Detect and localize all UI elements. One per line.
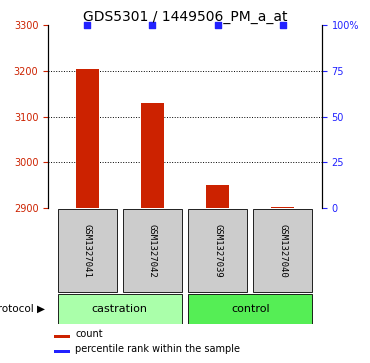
Point [84, 23, 90, 28]
Bar [76, 69, 99, 208]
Point [215, 23, 221, 28]
Text: count: count [75, 329, 103, 339]
Bar [54, 350, 70, 353]
Bar [206, 185, 229, 208]
Bar [188, 208, 247, 292]
Title: GDS5301 / 1449506_PM_a_at: GDS5301 / 1449506_PM_a_at [83, 11, 287, 24]
Bar [58, 294, 182, 324]
Bar [141, 103, 164, 208]
Bar [271, 207, 294, 208]
Text: GSM1327039: GSM1327039 [213, 224, 222, 277]
Bar [54, 335, 70, 338]
Bar [188, 294, 312, 324]
Bar [253, 208, 312, 292]
Point [280, 23, 286, 28]
Bar [123, 208, 182, 292]
Text: control: control [231, 304, 269, 314]
Text: GSM1327040: GSM1327040 [278, 224, 287, 277]
Text: GSM1327042: GSM1327042 [148, 224, 157, 277]
Text: GSM1327041: GSM1327041 [83, 224, 92, 277]
Text: castration: castration [92, 304, 148, 314]
Text: protocol ▶: protocol ▶ [0, 304, 45, 314]
Text: percentile rank within the sample: percentile rank within the sample [75, 344, 240, 355]
Bar [58, 208, 117, 292]
Point [149, 23, 155, 28]
